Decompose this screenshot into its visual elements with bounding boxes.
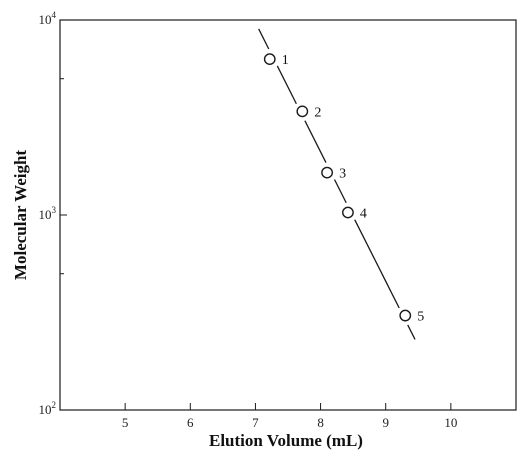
fit-line-group [258, 28, 416, 340]
point-label: 5 [417, 310, 424, 325]
x-tick-label: 8 [317, 415, 324, 430]
point-label: 2 [314, 105, 321, 120]
x-axis-title: Elution Volume (mL) [209, 431, 363, 450]
y-axis-ticks: 102 103 104 [39, 10, 67, 417]
y-tick-label: 102 [39, 400, 57, 417]
y-tick-label: 103 [39, 205, 57, 222]
data-point [296, 105, 309, 118]
x-tick-label: 9 [382, 415, 389, 430]
fit-line-segment [354, 219, 400, 309]
data-point [263, 53, 276, 66]
point-label: 3 [339, 167, 346, 182]
x-axis-ticks: 5 6 7 8 9 10 [122, 403, 457, 430]
data-point [342, 206, 354, 219]
y-axis-title: Molecular Weight [11, 150, 30, 281]
data-points: 1 2 3 4 5 [263, 53, 424, 325]
y-tick-label: 104 [39, 10, 57, 27]
x-tick-label: 7 [252, 415, 259, 430]
fit-line-segment [333, 179, 347, 204]
data-point [321, 166, 333, 179]
data-point [399, 309, 412, 322]
fit-line-segment [276, 65, 297, 105]
fit-line-segment [258, 28, 270, 50]
fit-line-segment [304, 120, 327, 163]
point-label: 4 [360, 206, 367, 221]
plot-frame [59, 19, 517, 411]
x-tick-label: 6 [187, 415, 194, 430]
fit-line-segment [407, 324, 416, 340]
point-label: 1 [282, 53, 289, 68]
x-tick-label: 10 [444, 415, 457, 430]
x-tick-label: 5 [122, 415, 129, 430]
